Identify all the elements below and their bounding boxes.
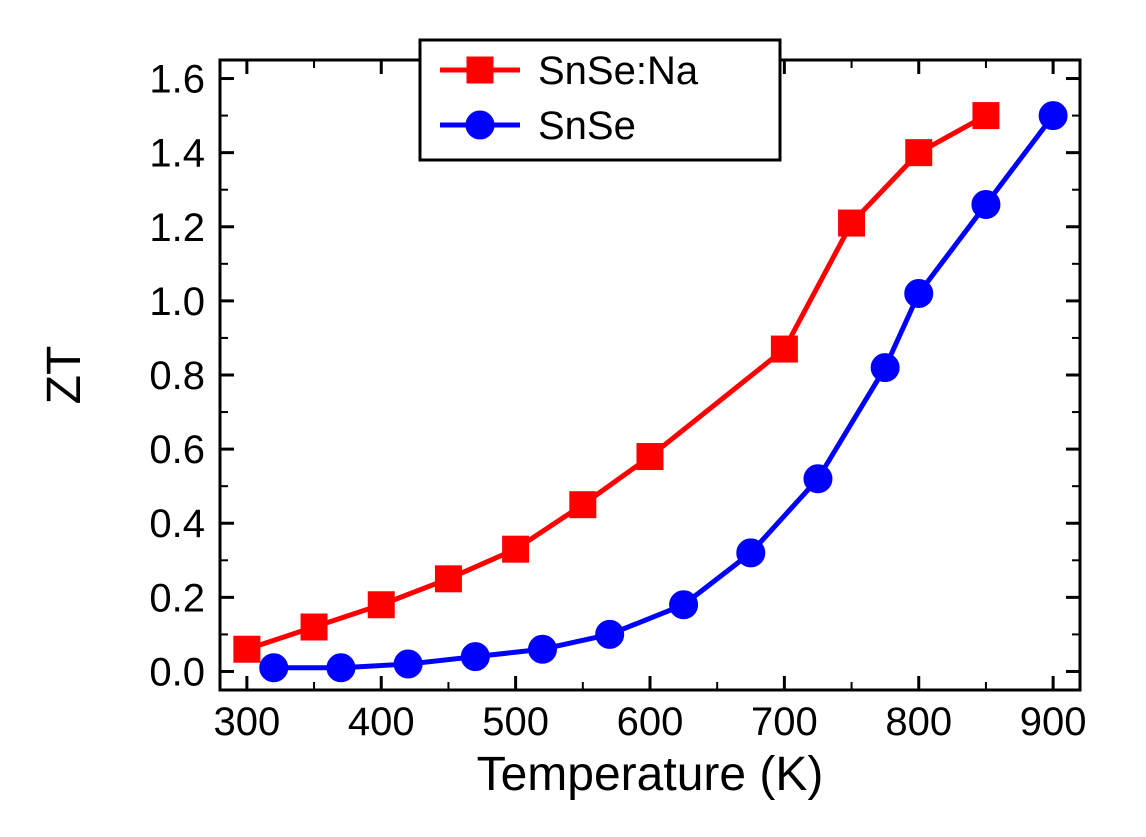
legend-label: SnSe:Na bbox=[538, 49, 699, 93]
marker-circle bbox=[596, 620, 624, 648]
legend-label: SnSe bbox=[538, 104, 636, 148]
marker-square bbox=[771, 336, 797, 362]
marker-circle bbox=[466, 111, 494, 139]
marker-circle bbox=[804, 465, 832, 493]
y-tick-label: 0.6 bbox=[149, 428, 205, 472]
y-tick-label: 1.4 bbox=[149, 132, 205, 176]
x-tick-label: 600 bbox=[617, 700, 684, 744]
x-tick-label: 300 bbox=[214, 700, 281, 744]
x-tick-label: 900 bbox=[1020, 700, 1087, 744]
y-tick-label: 1.2 bbox=[149, 206, 205, 250]
marker-circle bbox=[737, 539, 765, 567]
x-tick-label: 500 bbox=[482, 700, 549, 744]
marker-square bbox=[435, 566, 461, 592]
y-axis-label: ZT bbox=[38, 346, 91, 405]
legend: SnSe:Na SnSe bbox=[420, 40, 780, 160]
y-tick-label: 1.6 bbox=[149, 58, 205, 102]
marker-circle bbox=[327, 654, 355, 682]
x-axis-label: Temperature (K) bbox=[477, 748, 824, 801]
marker-circle bbox=[1039, 102, 1067, 130]
marker-square bbox=[906, 140, 932, 166]
y-tick-label: 0.4 bbox=[149, 502, 205, 546]
marker-square bbox=[570, 492, 596, 518]
marker-circle bbox=[260, 654, 288, 682]
marker-circle bbox=[461, 643, 489, 671]
marker-square bbox=[839, 210, 865, 236]
x-tick-label: 400 bbox=[348, 700, 415, 744]
marker-square bbox=[368, 592, 394, 618]
chart-container: 300 400 500 600 700 800 900 0.0 0.2 0.4 0.6 0.8 1.0 1… bbox=[0, 0, 1146, 837]
y-tick-label: 1.0 bbox=[149, 280, 205, 324]
marker-circle bbox=[972, 191, 1000, 219]
marker-circle bbox=[905, 279, 933, 307]
marker-square bbox=[301, 614, 327, 640]
y-tick-label: 0.2 bbox=[149, 576, 205, 620]
marker-circle bbox=[871, 354, 899, 382]
zt-chart: 300 400 500 600 700 800 900 0.0 0.2 0.4 0.6 0.8 1.0 1… bbox=[0, 0, 1146, 837]
x-tick-label: 800 bbox=[885, 700, 952, 744]
y-tick-label: 0.0 bbox=[149, 650, 205, 694]
y-tick-label: 0.8 bbox=[149, 354, 205, 398]
marker-square bbox=[467, 57, 493, 83]
marker-circle bbox=[394, 650, 422, 678]
marker-square bbox=[234, 636, 260, 662]
marker-square bbox=[503, 536, 529, 562]
marker-square bbox=[973, 103, 999, 129]
marker-square bbox=[637, 444, 663, 470]
marker-circle bbox=[670, 591, 698, 619]
x-tick-label: 700 bbox=[751, 700, 818, 744]
marker-circle bbox=[529, 635, 557, 663]
